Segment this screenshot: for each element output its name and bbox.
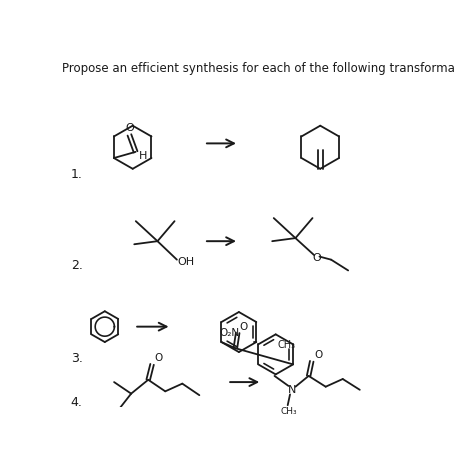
Text: 3.: 3.	[71, 352, 83, 366]
Text: H: H	[139, 151, 148, 161]
Text: O: O	[126, 123, 134, 133]
Text: 1.: 1.	[71, 168, 83, 181]
Text: CH₃: CH₃	[278, 340, 296, 350]
Text: O: O	[154, 353, 163, 363]
Text: CH₃: CH₃	[280, 407, 297, 416]
Text: O₂N: O₂N	[219, 328, 239, 338]
Text: OH: OH	[178, 257, 195, 267]
Text: N: N	[287, 385, 296, 395]
Text: 4.: 4.	[71, 396, 83, 409]
Text: 2.: 2.	[71, 259, 83, 271]
Text: O: O	[313, 253, 321, 263]
Text: O: O	[240, 322, 248, 332]
Text: Propose an efficient synthesis for each of the following transformations:: Propose an efficient synthesis for each …	[62, 62, 454, 75]
Text: O: O	[315, 350, 323, 360]
